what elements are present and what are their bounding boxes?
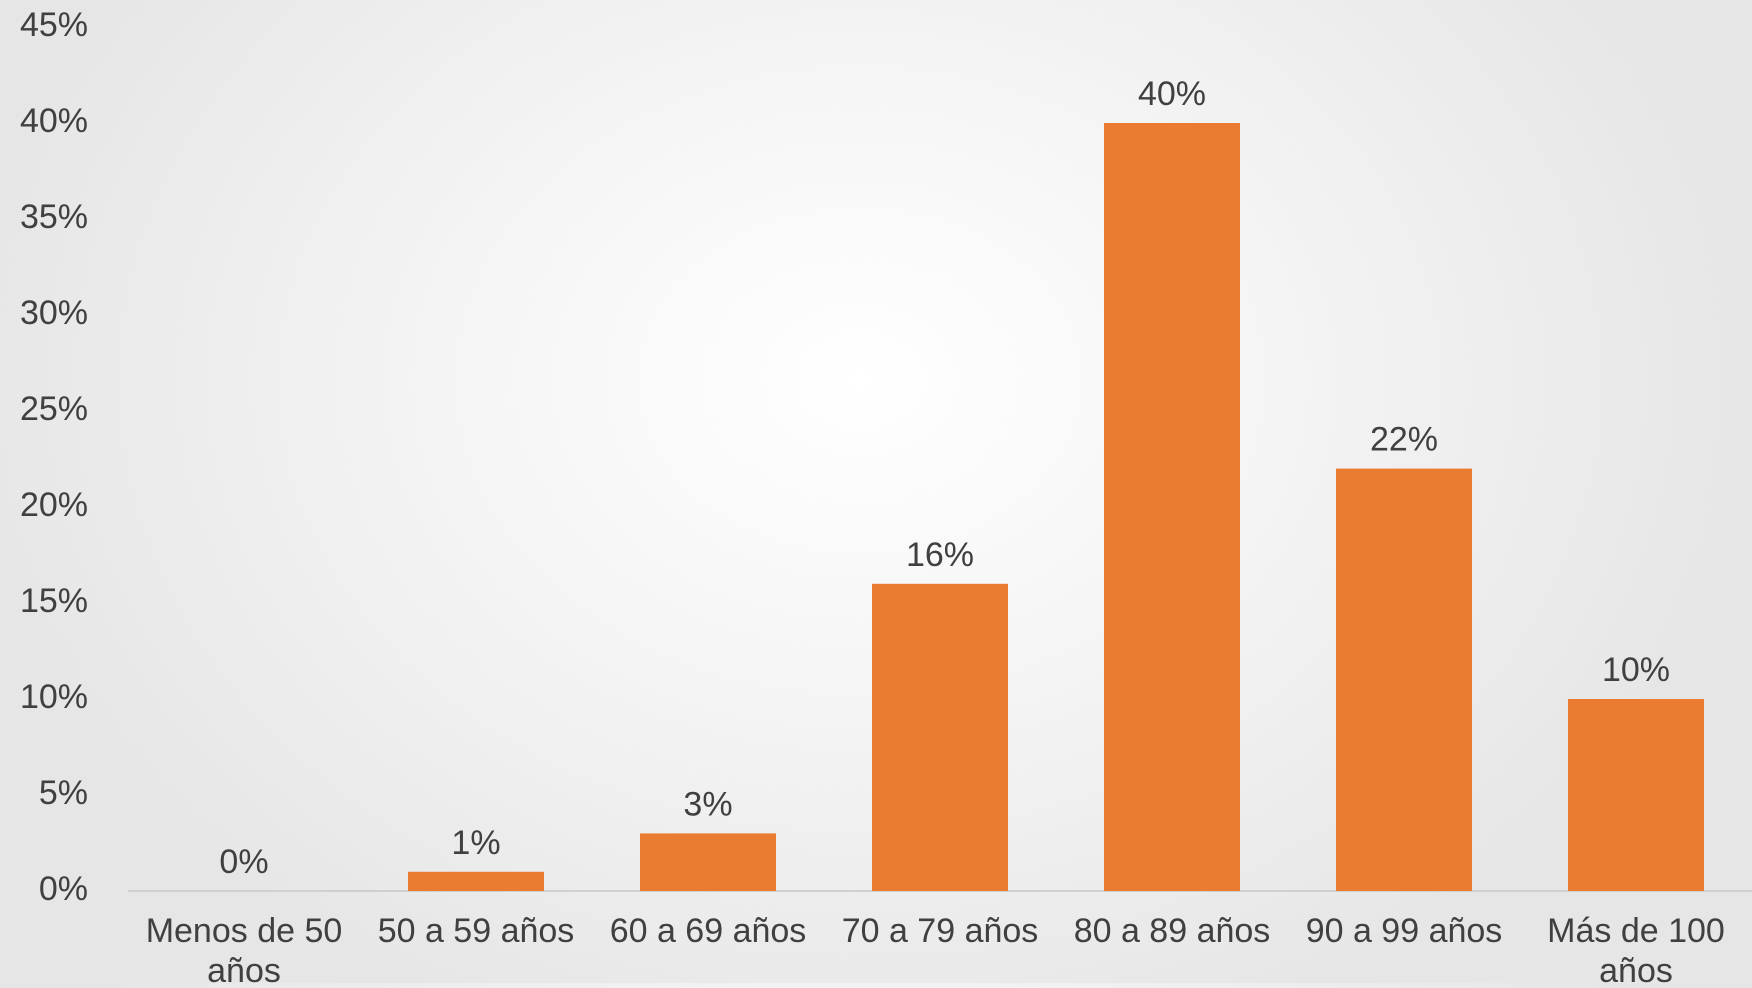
data-label: 16% bbox=[906, 536, 974, 574]
x-tick-label: Menos de 50 años bbox=[146, 912, 343, 983]
y-tick-label: 30% bbox=[20, 294, 88, 332]
x-tick-label: 90 a 99 años bbox=[1306, 912, 1503, 950]
x-tick-label: 50 a 59 años bbox=[378, 912, 575, 950]
bars bbox=[408, 123, 1704, 891]
y-tick-label: 20% bbox=[20, 486, 88, 524]
bar bbox=[408, 871, 544, 891]
data-label: 10% bbox=[1602, 651, 1670, 689]
data-labels: 0% 1% 3% 16% 40% 22% 10% bbox=[219, 75, 1670, 881]
y-tick-label: 45% bbox=[20, 6, 88, 44]
y-tick-label: 15% bbox=[20, 582, 88, 620]
data-label: 0% bbox=[219, 843, 268, 881]
x-tick-label: 60 a 69 años bbox=[610, 912, 807, 950]
y-tick-label: 5% bbox=[39, 774, 88, 812]
y-tick-label: 0% bbox=[39, 870, 88, 908]
bar bbox=[872, 583, 1008, 891]
y-tick-label: 25% bbox=[20, 390, 88, 428]
bar bbox=[640, 833, 776, 891]
y-tick-label: 10% bbox=[20, 678, 88, 716]
data-label: 3% bbox=[683, 785, 732, 823]
bar bbox=[1568, 699, 1704, 891]
y-tick-label: 35% bbox=[20, 198, 88, 236]
bar bbox=[1336, 468, 1472, 891]
data-label: 40% bbox=[1138, 75, 1206, 113]
y-tick-label: 40% bbox=[20, 102, 88, 140]
x-tick-label: 80 a 89 años bbox=[1074, 912, 1271, 950]
y-axis: 0% 5% 10% 15% 20% 25% 30% 35% 40% 45% bbox=[20, 6, 88, 908]
data-label: 22% bbox=[1370, 421, 1438, 459]
bar bbox=[1104, 123, 1240, 891]
x-tick-label: 70 a 79 años bbox=[842, 912, 1039, 950]
data-label: 1% bbox=[451, 824, 500, 862]
x-axis: Menos de 50 años 50 a 59 años 60 a 69 años 7… bbox=[146, 912, 1725, 988]
x-tick-label: Más de 100 años bbox=[1547, 912, 1725, 983]
